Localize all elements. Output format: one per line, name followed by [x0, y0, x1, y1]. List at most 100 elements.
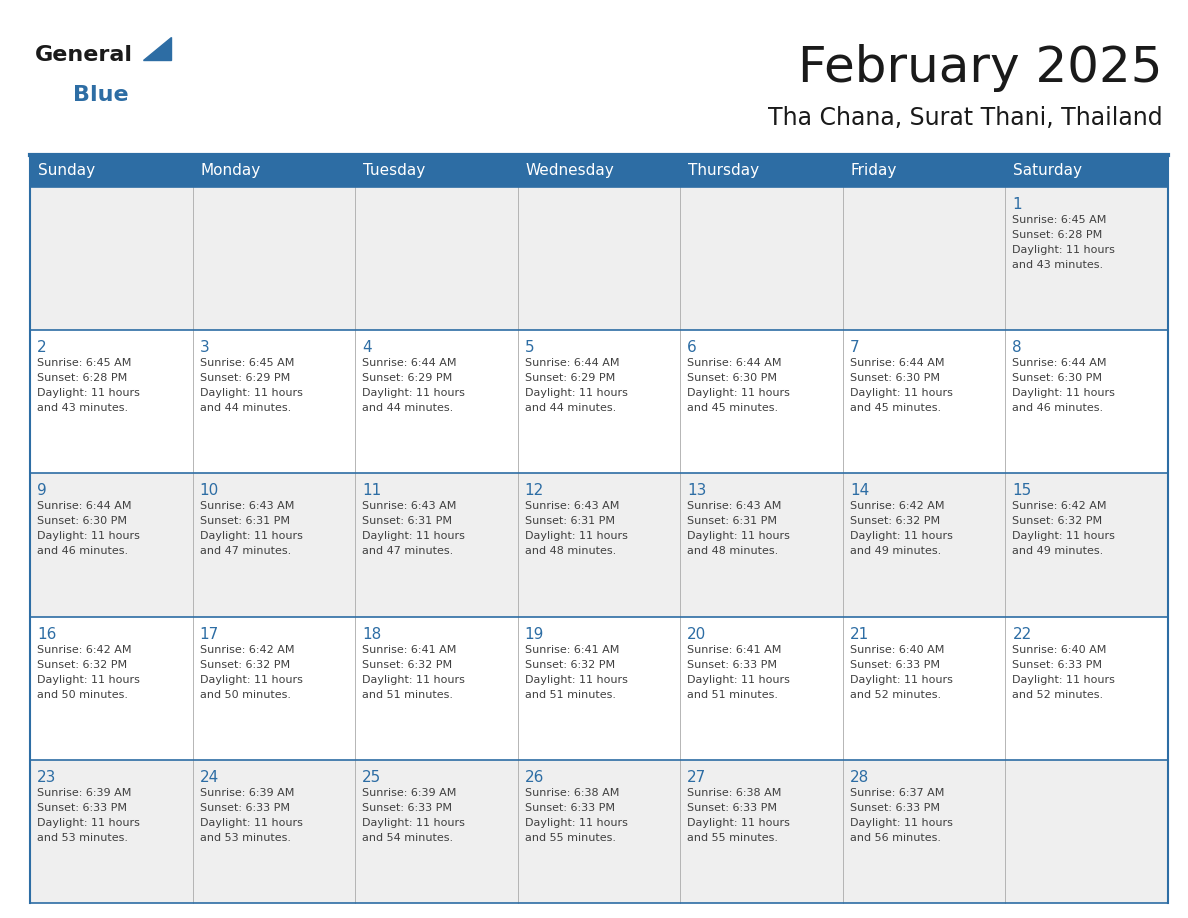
Text: Sunset: 6:30 PM: Sunset: 6:30 PM	[1012, 374, 1102, 383]
Text: Daylight: 11 hours: Daylight: 11 hours	[849, 818, 953, 828]
Text: and 56 minutes.: and 56 minutes.	[849, 833, 941, 843]
Text: Daylight: 11 hours: Daylight: 11 hours	[849, 675, 953, 685]
Text: and 48 minutes.: and 48 minutes.	[525, 546, 615, 556]
Text: Sunset: 6:29 PM: Sunset: 6:29 PM	[362, 374, 453, 383]
Text: Sunrise: 6:41 AM: Sunrise: 6:41 AM	[362, 644, 456, 655]
Text: Daylight: 11 hours: Daylight: 11 hours	[525, 818, 627, 828]
Text: and 43 minutes.: and 43 minutes.	[1012, 260, 1104, 270]
Text: Sunrise: 6:40 AM: Sunrise: 6:40 AM	[849, 644, 944, 655]
Text: and 44 minutes.: and 44 minutes.	[362, 403, 454, 413]
Text: and 43 minutes.: and 43 minutes.	[37, 403, 128, 413]
Text: and 50 minutes.: and 50 minutes.	[37, 689, 128, 700]
Text: Tha Chana, Surat Thani, Thailand: Tha Chana, Surat Thani, Thailand	[769, 106, 1163, 130]
Text: 19: 19	[525, 627, 544, 642]
Text: Daylight: 11 hours: Daylight: 11 hours	[37, 675, 140, 685]
Text: Blue: Blue	[72, 85, 128, 105]
Text: and 55 minutes.: and 55 minutes.	[525, 833, 615, 843]
Text: and 54 minutes.: and 54 minutes.	[362, 833, 454, 843]
Text: Sunset: 6:33 PM: Sunset: 6:33 PM	[688, 803, 777, 812]
Text: Daylight: 11 hours: Daylight: 11 hours	[849, 532, 953, 542]
Text: and 52 minutes.: and 52 minutes.	[1012, 689, 1104, 700]
Text: Sunrise: 6:45 AM: Sunrise: 6:45 AM	[37, 358, 132, 368]
Text: 21: 21	[849, 627, 870, 642]
Text: Sunrise: 6:44 AM: Sunrise: 6:44 AM	[688, 358, 782, 368]
Text: Sunset: 6:33 PM: Sunset: 6:33 PM	[849, 660, 940, 669]
Text: and 45 minutes.: and 45 minutes.	[849, 403, 941, 413]
Text: Daylight: 11 hours: Daylight: 11 hours	[362, 675, 465, 685]
Text: and 48 minutes.: and 48 minutes.	[688, 546, 778, 556]
Text: Daylight: 11 hours: Daylight: 11 hours	[362, 388, 465, 398]
Text: Sunrise: 6:42 AM: Sunrise: 6:42 AM	[37, 644, 132, 655]
Polygon shape	[143, 37, 171, 60]
Text: Sunrise: 6:38 AM: Sunrise: 6:38 AM	[688, 788, 782, 798]
Text: Wednesday: Wednesday	[526, 163, 614, 178]
Text: Daylight: 11 hours: Daylight: 11 hours	[200, 675, 303, 685]
Text: 14: 14	[849, 484, 870, 498]
Text: Daylight: 11 hours: Daylight: 11 hours	[1012, 532, 1116, 542]
Text: 16: 16	[37, 627, 56, 642]
Text: Sunrise: 6:45 AM: Sunrise: 6:45 AM	[200, 358, 293, 368]
Text: Sunrise: 6:42 AM: Sunrise: 6:42 AM	[200, 644, 295, 655]
Text: Sunrise: 6:42 AM: Sunrise: 6:42 AM	[849, 501, 944, 511]
Text: Sunset: 6:32 PM: Sunset: 6:32 PM	[849, 517, 940, 526]
Text: Daylight: 11 hours: Daylight: 11 hours	[362, 532, 465, 542]
Text: Sunrise: 6:44 AM: Sunrise: 6:44 AM	[1012, 358, 1107, 368]
Text: General: General	[34, 45, 133, 65]
Text: Sunset: 6:29 PM: Sunset: 6:29 PM	[200, 374, 290, 383]
Text: and 53 minutes.: and 53 minutes.	[200, 833, 291, 843]
Text: Sunset: 6:28 PM: Sunset: 6:28 PM	[1012, 230, 1102, 240]
Text: Tuesday: Tuesday	[364, 163, 425, 178]
Text: Daylight: 11 hours: Daylight: 11 hours	[688, 532, 790, 542]
Text: Daylight: 11 hours: Daylight: 11 hours	[362, 818, 465, 828]
Text: Sunrise: 6:44 AM: Sunrise: 6:44 AM	[362, 358, 456, 368]
Text: Saturday: Saturday	[1013, 163, 1082, 178]
Text: and 55 minutes.: and 55 minutes.	[688, 833, 778, 843]
Text: Sunset: 6:29 PM: Sunset: 6:29 PM	[525, 374, 615, 383]
Text: Daylight: 11 hours: Daylight: 11 hours	[849, 388, 953, 398]
Text: and 47 minutes.: and 47 minutes.	[200, 546, 291, 556]
Text: and 50 minutes.: and 50 minutes.	[200, 689, 291, 700]
Text: 17: 17	[200, 627, 219, 642]
Text: 3: 3	[200, 341, 209, 355]
Text: Sunset: 6:31 PM: Sunset: 6:31 PM	[525, 517, 614, 526]
Text: Sunset: 6:32 PM: Sunset: 6:32 PM	[200, 660, 290, 669]
Text: Daylight: 11 hours: Daylight: 11 hours	[525, 532, 627, 542]
Text: Sunrise: 6:43 AM: Sunrise: 6:43 AM	[688, 501, 782, 511]
Text: Sunrise: 6:44 AM: Sunrise: 6:44 AM	[525, 358, 619, 368]
Text: Daylight: 11 hours: Daylight: 11 hours	[200, 388, 303, 398]
Text: Sunset: 6:33 PM: Sunset: 6:33 PM	[200, 803, 290, 812]
Text: Sunrise: 6:38 AM: Sunrise: 6:38 AM	[525, 788, 619, 798]
Text: Sunrise: 6:39 AM: Sunrise: 6:39 AM	[362, 788, 456, 798]
Text: Sunrise: 6:37 AM: Sunrise: 6:37 AM	[849, 788, 944, 798]
Bar	[30, 330, 1168, 474]
Text: 20: 20	[688, 627, 707, 642]
Text: and 53 minutes.: and 53 minutes.	[37, 833, 128, 843]
Text: and 49 minutes.: and 49 minutes.	[1012, 546, 1104, 556]
Text: Daylight: 11 hours: Daylight: 11 hours	[37, 818, 140, 828]
Text: Sunrise: 6:44 AM: Sunrise: 6:44 AM	[849, 358, 944, 368]
Text: and 46 minutes.: and 46 minutes.	[1012, 403, 1104, 413]
Text: 26: 26	[525, 770, 544, 785]
Text: Sunrise: 6:43 AM: Sunrise: 6:43 AM	[525, 501, 619, 511]
Text: Sunset: 6:32 PM: Sunset: 6:32 PM	[362, 660, 453, 669]
Text: Sunday: Sunday	[38, 163, 95, 178]
Bar	[30, 187, 1168, 330]
Text: Daylight: 11 hours: Daylight: 11 hours	[37, 532, 140, 542]
Text: Daylight: 11 hours: Daylight: 11 hours	[200, 532, 303, 542]
Text: 9: 9	[37, 484, 46, 498]
Text: Daylight: 11 hours: Daylight: 11 hours	[525, 388, 627, 398]
Text: Sunrise: 6:41 AM: Sunrise: 6:41 AM	[525, 644, 619, 655]
Text: and 46 minutes.: and 46 minutes.	[37, 546, 128, 556]
Text: Monday: Monday	[201, 163, 261, 178]
Text: 18: 18	[362, 627, 381, 642]
Text: and 45 minutes.: and 45 minutes.	[688, 403, 778, 413]
Text: and 47 minutes.: and 47 minutes.	[362, 546, 454, 556]
Bar	[30, 760, 1168, 903]
Text: and 44 minutes.: and 44 minutes.	[200, 403, 291, 413]
Text: 11: 11	[362, 484, 381, 498]
Text: Daylight: 11 hours: Daylight: 11 hours	[688, 818, 790, 828]
Text: Sunset: 6:33 PM: Sunset: 6:33 PM	[1012, 660, 1102, 669]
Text: Daylight: 11 hours: Daylight: 11 hours	[1012, 388, 1116, 398]
Text: 10: 10	[200, 484, 219, 498]
Bar	[30, 474, 1168, 617]
